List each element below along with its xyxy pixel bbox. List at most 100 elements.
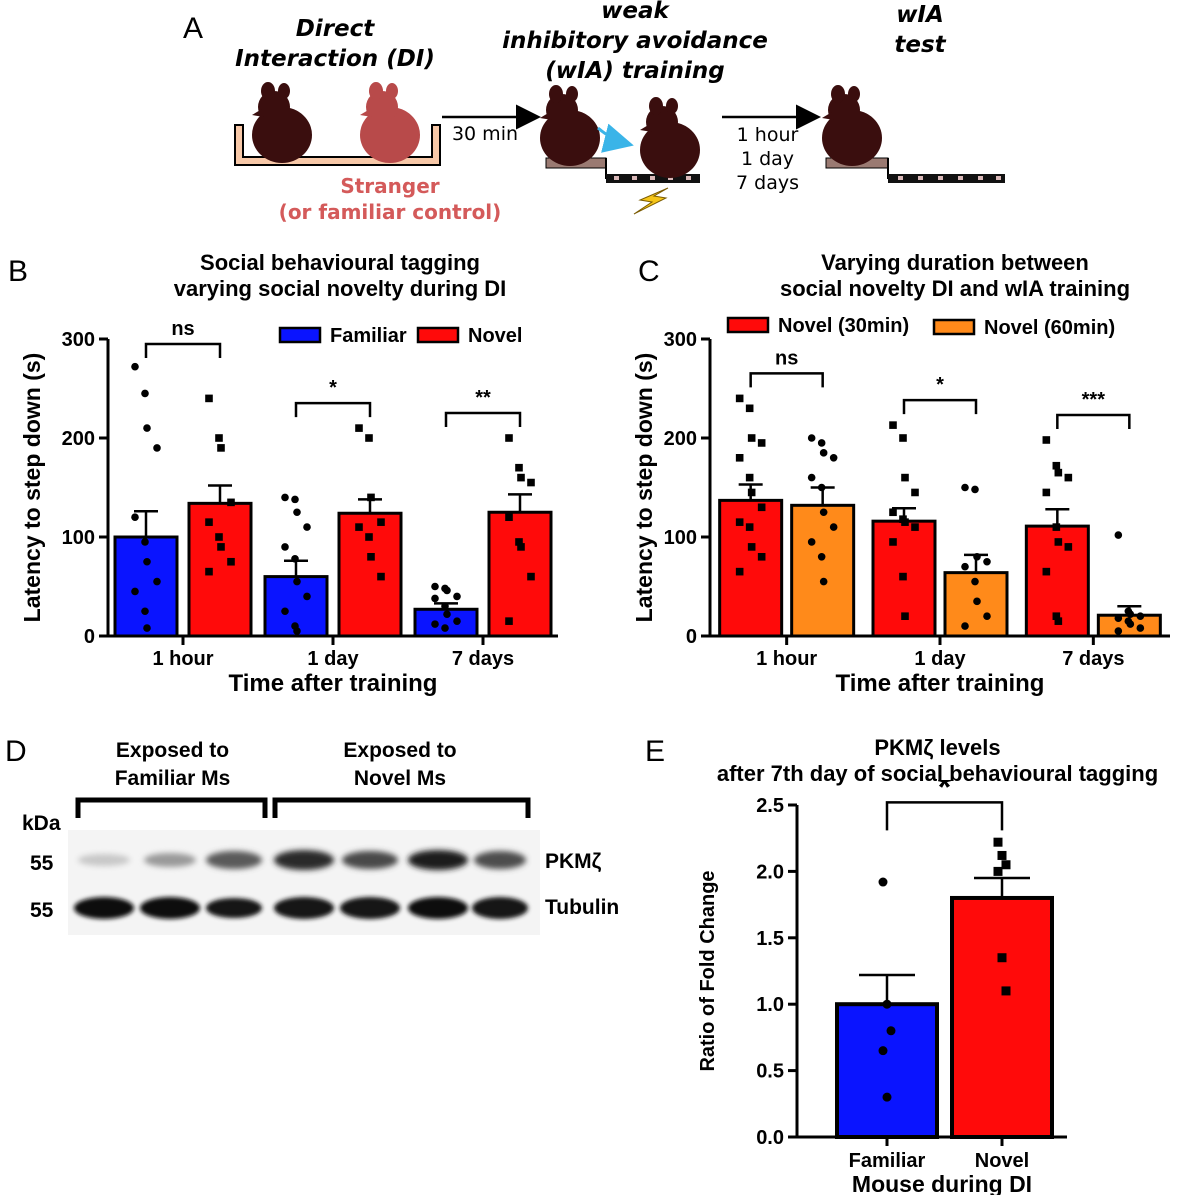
data-point — [355, 424, 363, 432]
significance-bracket — [885, 801, 1004, 831]
y-axis-label: Ratio of Fold Change — [697, 870, 719, 1071]
significance-label: ns — [171, 318, 194, 340]
data-point — [217, 543, 225, 551]
y-tick-label: 0.0 — [756, 1127, 784, 1149]
x-tick-label: Familiar — [849, 1150, 926, 1172]
interval-30min: 30 min — [451, 123, 519, 145]
mw-pkmz: 55 — [30, 852, 54, 875]
data-point — [205, 394, 213, 403]
x-tick-label: Novel — [975, 1150, 1029, 1172]
data-point — [1052, 461, 1061, 470]
data-point — [993, 866, 1003, 876]
data-point — [757, 439, 766, 447]
data-point — [453, 617, 461, 625]
data-point — [1001, 986, 1011, 996]
data-point — [367, 553, 375, 561]
significance-bracket — [902, 398, 978, 415]
interval-retention: 1 hour 1 day 7 days — [736, 124, 799, 194]
pkmz-bands — [78, 850, 526, 870]
data-point — [983, 557, 991, 566]
arena — [234, 124, 441, 166]
data-point — [878, 877, 888, 887]
chart-c-title: Varying duration between social novelty … — [779, 250, 1131, 301]
data-point — [1064, 543, 1073, 551]
panel-d-label: D — [5, 735, 27, 768]
y-tick-label: 1.0 — [756, 994, 784, 1016]
data-point — [899, 572, 907, 581]
data-point — [1064, 473, 1073, 482]
legend-label-1: Familiar — [330, 325, 407, 347]
data-point — [1136, 624, 1145, 632]
data-point — [153, 577, 161, 586]
data-point — [911, 523, 919, 531]
bar-familiar — [835, 1002, 939, 1139]
step1-title: Direct Interaction (DI) — [235, 16, 435, 72]
data-point — [1042, 567, 1051, 576]
data-point — [131, 362, 139, 371]
data-point — [819, 508, 828, 517]
data-point — [505, 434, 513, 442]
data-point — [517, 473, 525, 482]
data-point — [817, 553, 826, 561]
data-point — [983, 612, 991, 620]
data-point — [735, 394, 744, 403]
data-point — [217, 444, 225, 452]
data-point — [377, 518, 385, 526]
data-point — [882, 999, 892, 1009]
band-label-tubulin: Tubulin — [545, 896, 620, 919]
data-point — [227, 498, 235, 507]
data-point — [355, 523, 363, 531]
significance-bracket — [444, 411, 522, 427]
bar-novel — [337, 511, 403, 638]
data-point — [505, 513, 513, 521]
y-tick-label: 0 — [686, 626, 697, 648]
data-point — [281, 543, 289, 551]
y-axis-label: Latency to step down (s) — [631, 353, 657, 623]
data-point — [1052, 523, 1061, 531]
data-point — [377, 572, 385, 581]
chart-b: 0 100 200 300 1 hour ns 1 day * 7 days ** Time aft… — [19, 318, 558, 697]
data-point — [141, 607, 149, 616]
data-point — [899, 434, 907, 442]
data-point — [517, 543, 525, 551]
data-point — [997, 850, 1007, 860]
data-point — [1114, 531, 1123, 539]
bar-novel-30min- — [718, 498, 784, 638]
data-point — [443, 586, 451, 595]
legend-swatch-2 — [416, 326, 460, 344]
data-point — [431, 620, 439, 628]
x-tick-label: 1 hour — [756, 648, 817, 670]
data-point — [153, 444, 161, 452]
y-tick-label: 200 — [664, 428, 697, 450]
data-point — [1054, 617, 1063, 625]
data-point — [205, 518, 213, 526]
data-point — [735, 518, 744, 526]
x-tick-label: 1 day — [307, 648, 359, 670]
data-point — [431, 594, 439, 603]
bracket-familiar — [75, 797, 268, 818]
data-point — [911, 488, 919, 497]
data-point — [1136, 612, 1145, 620]
x-axis-label: Time after training — [836, 670, 1045, 697]
data-point — [131, 587, 139, 596]
data-point — [747, 488, 756, 497]
y-tick-label: 300 — [62, 329, 95, 351]
y-tick-label: 200 — [62, 428, 95, 450]
data-point — [515, 538, 523, 546]
data-point — [143, 424, 151, 432]
bar-novel — [487, 510, 553, 638]
data-point — [1042, 436, 1051, 444]
mouse-training-1 — [540, 85, 600, 166]
data-point — [807, 473, 816, 482]
legend-label-2: Novel (60min) — [984, 317, 1115, 339]
bracket-novel — [272, 797, 531, 818]
significance-bracket — [749, 372, 824, 388]
data-point — [961, 622, 969, 630]
data-point — [1054, 468, 1063, 477]
y-axis-label: Latency to step down (s) — [19, 353, 45, 623]
data-point — [807, 538, 816, 546]
x-axis-label: Time after training — [229, 670, 438, 697]
grid-floor-2 — [888, 174, 1005, 183]
data-point — [293, 508, 301, 517]
data-point — [1114, 627, 1123, 635]
